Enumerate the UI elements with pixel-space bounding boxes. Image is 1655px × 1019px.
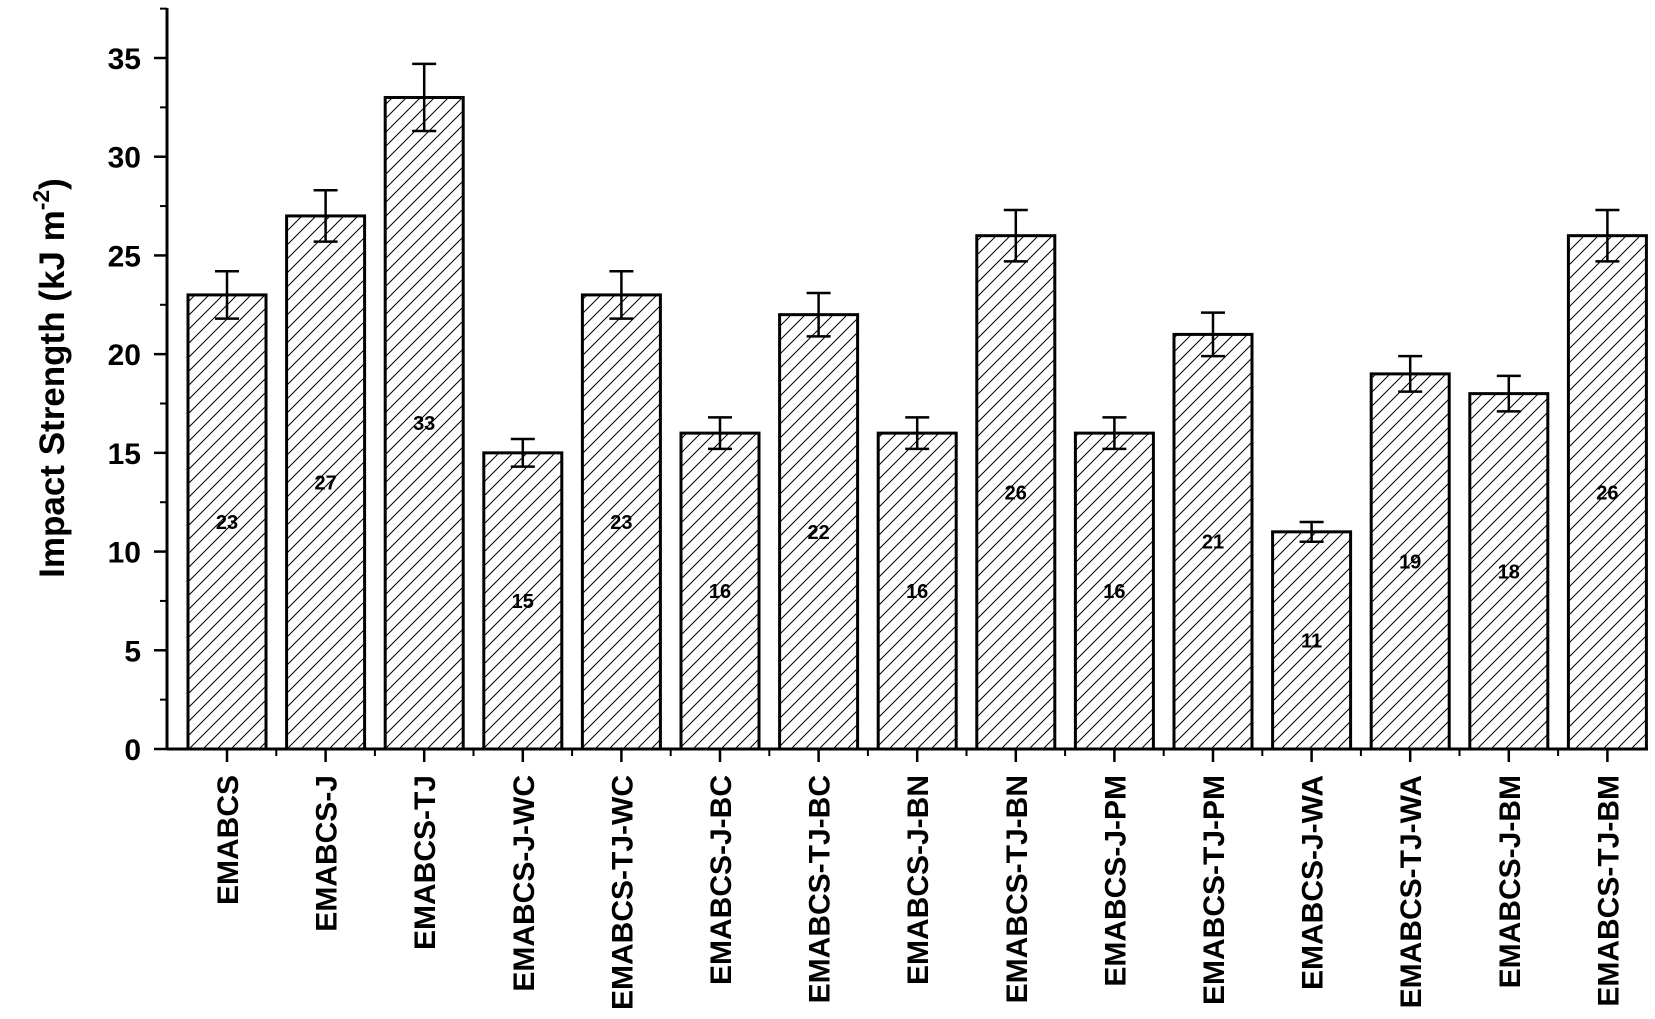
y-axis-title-end: ) [33, 178, 72, 190]
y-tick-label: 5 [124, 635, 141, 668]
x-category-label: EMABCS-TJ-PM [1198, 775, 1231, 1005]
y-axis-title-superscript: -2 [28, 190, 54, 210]
bar [1073, 431, 1155, 751]
x-category-label: EMABCS-J-WC [508, 775, 541, 992]
plot-area: 0 5 10 15 20 25 30 35 23 EMABCS 27 EMABCS-J 33 EMABCS… [108, 7, 1648, 1010]
bar-data-label: 21 [1202, 532, 1224, 554]
bar-data-label: 26 [1596, 482, 1618, 504]
x-category-label: EMABCS-J-BN [902, 775, 935, 985]
x-category-label: EMABCS-TJ [409, 775, 442, 950]
y-axis-title-main: Impact Strength (kJ m [33, 210, 72, 578]
bar [975, 234, 1057, 751]
x-category-label: EMABCS-TJ-BN [1001, 775, 1034, 1003]
bar-data-label: 19 [1399, 551, 1421, 573]
x-category-label: EMABCS [212, 775, 245, 905]
y-tick-label: 20 [108, 339, 141, 372]
bar [580, 293, 662, 751]
x-category-label: EMABCS-J-BC [705, 775, 738, 985]
x-category-label: EMABCS-TJ-WA [1395, 775, 1428, 1008]
bar-data-label: 11 [1301, 630, 1322, 652]
x-category-label: EMABCS-J-WA [1297, 775, 1330, 990]
bar-data-label: 16 [906, 581, 928, 603]
x-category-label: EMABCS-J-PM [1099, 775, 1132, 987]
y-tick-label: 25 [108, 240, 141, 273]
bar-data-label: 26 [1005, 482, 1027, 504]
y-tick-label: 35 [108, 43, 141, 76]
bar [285, 214, 367, 751]
x-category-label: EMABCS-TJ-BC [804, 775, 837, 1003]
bar-data-label: 18 [1498, 561, 1520, 583]
bar-data-label: 16 [1103, 581, 1125, 603]
bar-data-label: 33 [413, 413, 435, 435]
bar [482, 451, 564, 751]
y-axis-title-text: Impact Strength (kJ m-2) [28, 178, 72, 578]
x-category-label: EMABCS-TJ-WC [606, 775, 639, 1010]
y-axis-title: Impact Strength (kJ m-2) [28, 178, 72, 578]
bar-data-label: 15 [512, 591, 534, 613]
y-tick-label: 10 [108, 537, 141, 570]
bar [778, 313, 860, 751]
y-tick-label: 0 [124, 734, 141, 767]
x-category-label: EMABCS-TJ-BM [1592, 775, 1625, 1007]
bar-data-label: 16 [709, 581, 731, 603]
bar [1271, 530, 1353, 751]
bar-data-label: 22 [807, 522, 829, 544]
x-category-label: EMABCS-J-BM [1494, 775, 1527, 988]
bar-data-label: 23 [216, 512, 238, 534]
y-tick-label: 15 [108, 438, 141, 471]
x-category-label: EMABCS-J [311, 775, 344, 932]
bar [1172, 332, 1254, 751]
bar-data-label: 23 [610, 512, 632, 534]
bar-data-label: 27 [314, 472, 336, 494]
y-tick-label: 30 [108, 142, 141, 175]
bar [679, 431, 761, 751]
